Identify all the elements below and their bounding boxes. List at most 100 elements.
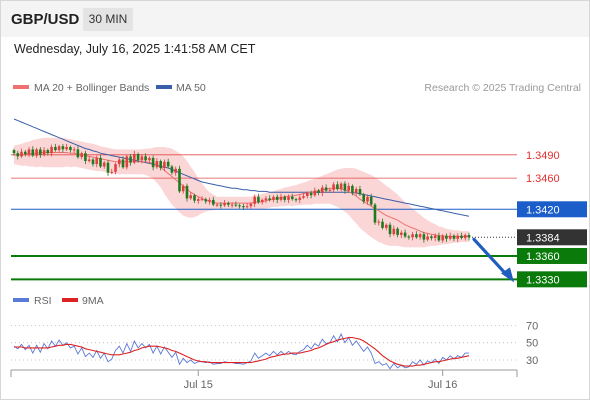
candle-body xyxy=(437,235,441,241)
support-label: 1.3360 xyxy=(526,251,560,263)
candle-body xyxy=(163,161,166,168)
rsi-tick-label: 50 xyxy=(526,338,538,350)
interval-button[interactable]: 30 MIN xyxy=(83,8,133,31)
candle-body xyxy=(381,221,384,228)
candle-body xyxy=(445,235,448,239)
candle-body xyxy=(463,235,467,239)
legend-rsi-swatch xyxy=(13,298,29,302)
candle-body xyxy=(358,189,362,195)
candle-body xyxy=(411,234,414,238)
rsi-series-path xyxy=(13,332,469,370)
candle-body xyxy=(426,236,429,240)
pivot-label: 1.3420 xyxy=(526,204,560,216)
candle-body xyxy=(61,146,65,150)
candle-body xyxy=(95,157,98,165)
candle-body xyxy=(456,235,459,239)
candle-body xyxy=(204,199,208,202)
resistance-label: 1.3460 xyxy=(526,173,560,185)
candle-body xyxy=(249,203,253,207)
forecast-arrow xyxy=(472,237,514,283)
candle-body xyxy=(291,196,294,200)
candle-body xyxy=(200,199,204,201)
candle-body xyxy=(20,151,23,157)
forecast-arrow-head xyxy=(501,267,514,283)
resistance-label: 1.3490 xyxy=(526,150,560,162)
candle-body xyxy=(151,157,155,168)
candle-body xyxy=(24,151,27,154)
candle-body xyxy=(230,204,234,206)
candle-body xyxy=(441,235,444,241)
candle-body xyxy=(91,159,95,165)
candle-body xyxy=(392,228,396,235)
candle-body xyxy=(385,224,388,228)
x-tick-label: Jul 15 xyxy=(184,379,213,391)
ma20-line xyxy=(14,152,469,237)
candle-body xyxy=(260,199,264,203)
support-label-box xyxy=(517,247,587,264)
candle-body xyxy=(129,156,132,163)
x-tick-label: Jul 16 xyxy=(428,379,457,391)
candle-body xyxy=(121,159,125,168)
candle-body xyxy=(31,149,35,156)
candle-body xyxy=(166,161,170,167)
candle-body xyxy=(223,203,226,206)
candle-body xyxy=(238,205,241,207)
candle-body xyxy=(279,196,283,200)
candle-body xyxy=(208,199,211,202)
candle-body xyxy=(415,234,418,238)
candle-body xyxy=(197,199,200,201)
candle-body xyxy=(72,149,76,151)
candle-body xyxy=(317,190,320,193)
candle-body xyxy=(403,232,407,237)
candle-body xyxy=(430,236,433,239)
candle-body xyxy=(69,147,72,151)
level-labels: 1.3490 1.3460 1.3420 1.3384 1.3360 1.3330 xyxy=(517,150,587,288)
candle-body xyxy=(84,153,87,161)
ma50-path xyxy=(13,118,470,217)
legend-ma20-swatch xyxy=(13,85,29,89)
rsi-ma-series-path xyxy=(14,336,470,367)
x-axis-ticks: Jul 15 Jul 16 xyxy=(184,370,457,391)
candle-body xyxy=(193,195,196,201)
candle-body xyxy=(174,168,177,173)
candle-body xyxy=(125,156,129,168)
candle-body xyxy=(294,199,298,201)
candle-body xyxy=(106,162,110,173)
candle-body xyxy=(12,150,16,154)
candle-body xyxy=(46,150,50,154)
candle-body xyxy=(99,157,102,167)
candle-body xyxy=(54,147,57,151)
candle-body xyxy=(369,196,373,205)
candle-body xyxy=(76,149,80,158)
support-label-box xyxy=(517,271,587,288)
candle-body xyxy=(80,153,83,158)
candle-body xyxy=(467,235,471,238)
candle-body xyxy=(400,232,403,235)
candle-body xyxy=(212,199,215,205)
candle-body xyxy=(460,235,463,238)
candle-body xyxy=(57,146,61,151)
candle-body xyxy=(309,192,313,196)
candle-body xyxy=(287,196,290,200)
candle-body xyxy=(336,184,339,190)
candle-body xyxy=(433,235,437,238)
candle-body xyxy=(422,234,426,240)
candle-body xyxy=(347,185,350,191)
rsi-grid: 70 50 30 xyxy=(11,320,538,367)
symbol-title: GBP/USD xyxy=(11,11,80,28)
legend-ma50-swatch xyxy=(156,85,172,89)
candle-body xyxy=(298,197,302,200)
candle-body xyxy=(354,189,358,193)
candle-body xyxy=(275,196,279,200)
candle-body xyxy=(189,195,192,199)
candle-body xyxy=(110,171,114,173)
candle-body xyxy=(448,235,452,239)
candle-body xyxy=(272,196,275,200)
candle-body xyxy=(170,166,174,173)
candle-body xyxy=(159,161,162,168)
rsi-tick-label: 30 xyxy=(526,355,538,367)
legend-rsi-label: RSI xyxy=(34,295,52,307)
timestamp: Wednesday, July 16, 2025 1:41:58 AM CET xyxy=(14,42,256,56)
